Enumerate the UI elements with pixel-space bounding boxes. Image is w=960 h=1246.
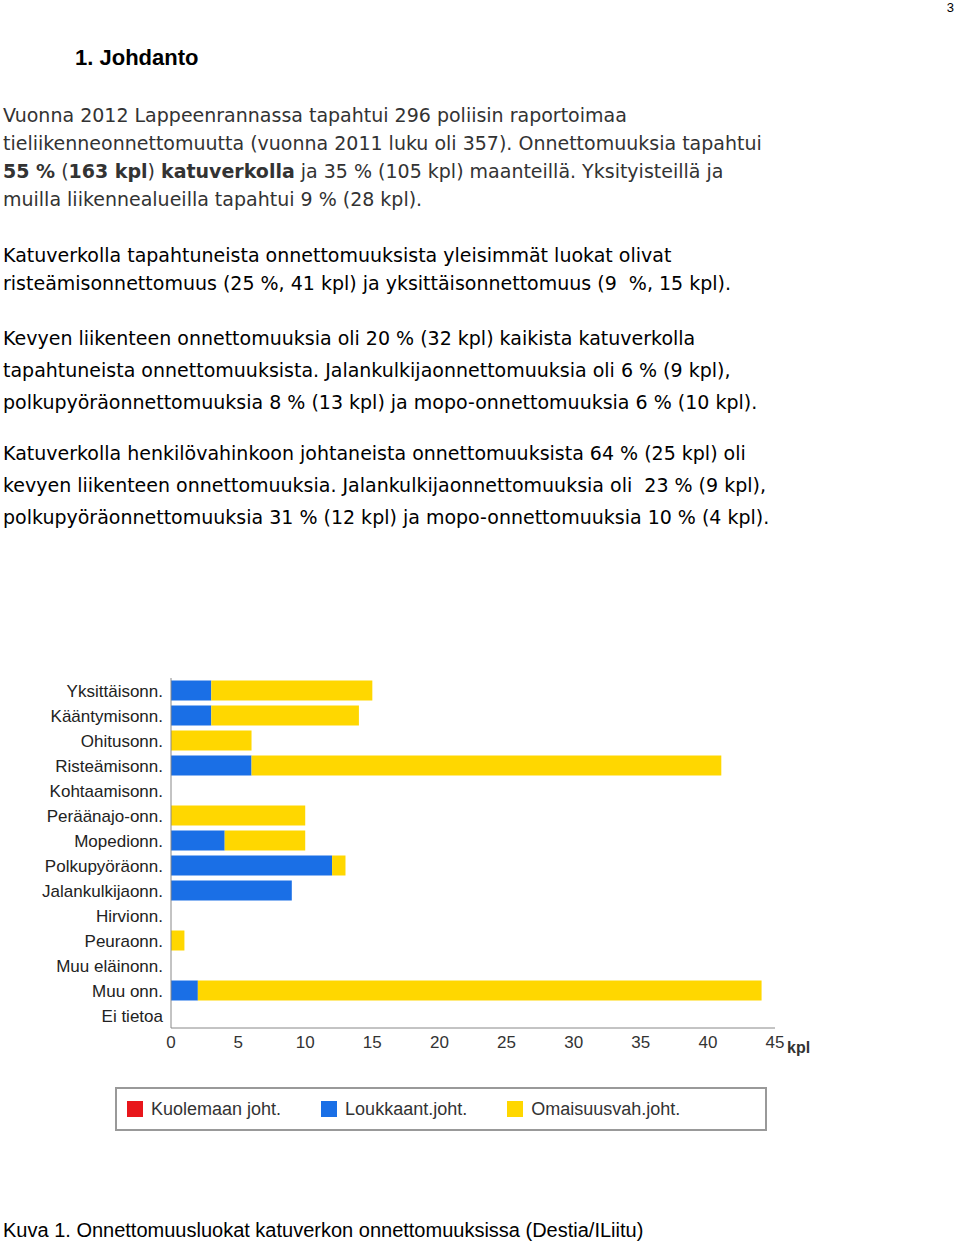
svg-text:0: 0 — [166, 1033, 175, 1052]
html-text:polkupyöräonnettomuuksia 31 %: polkupyöräonnettomuuksia 31 % (12 kpl) j… — [3, 506, 770, 528]
svg-text:Mopedionn.: Mopedionn. — [74, 832, 163, 851]
svg-text:5: 5 — [233, 1033, 242, 1052]
svg-text:20: 20 — [430, 1033, 449, 1052]
svg-text:25: 25 — [497, 1033, 516, 1052]
html-text:Kuolemaan joht.: Kuolemaan joht. — [151, 1098, 282, 1119]
svg-text:30: 30 — [564, 1033, 583, 1052]
svg-text:Hirvionn.: Hirvionn. — [96, 907, 163, 926]
svg-text:Polkupyöräonn.: Polkupyöräonn. — [45, 857, 163, 876]
html-text:risteämisonnettomuus (25 %, 41: risteämisonnettomuus (25 %, 41 kpl) ja y… — [3, 272, 731, 294]
svg-text:Risteämisonn.: Risteämisonn. — [55, 757, 163, 776]
svg-text:Kääntymisonn.: Kääntymisonn. — [51, 707, 163, 726]
html-text:55 % (163 kpl) katuverkolla ja: 55 % (163 kpl) katuverkolla ja 35 % (105… — [3, 160, 724, 182]
svg-text:35: 35 — [631, 1033, 650, 1052]
svg-text:Ei tietoa: Ei tietoa — [102, 1007, 164, 1026]
svg-text:10: 10 — [296, 1033, 315, 1052]
svg-text:Peräänajo-onn.: Peräänajo-onn. — [47, 807, 163, 826]
svg-text:Jalankulkijaonn.: Jalankulkijaonn. — [42, 882, 163, 901]
html-text:Vuonna 2012 Lappeenrannassa ta: Vuonna 2012 Lappeenrannassa tapahtui 296… — [3, 104, 627, 126]
html-text:tapahtuneista onnettomuuksista: tapahtuneista onnettomuuksista. Jalankul… — [3, 359, 731, 381]
svg-text:15: 15 — [363, 1033, 382, 1052]
html-text:Katuverkolla henkilövahinkoon: Katuverkolla henkilövahinkoon johtaneist… — [3, 442, 746, 464]
svg-text:kpl: kpl — [787, 1039, 810, 1056]
html-text:tieliikenneonnettomuutta (vuon: tieliikenneonnettomuutta (vuonna 2011 lu… — [3, 132, 762, 154]
html-text:kevyen liikenteen onnettomuuks: kevyen liikenteen onnettomuuksia. Jalank… — [3, 474, 766, 496]
svg-text:Ohitusonn.: Ohitusonn. — [81, 732, 163, 751]
html-text:Omaisuusvah.joht.: Omaisuusvah.joht. — [531, 1098, 681, 1119]
html-text:polkupyöräonnettomuuksia 8 % (: polkupyöräonnettomuuksia 8 % (13 kpl) ja… — [3, 391, 758, 413]
html-text:Kevyen liikenteen onnettomuuks: Kevyen liikenteen onnettomuuksia oli 20 … — [3, 327, 696, 349]
svg-text:Muu eläinonn.: Muu eläinonn. — [56, 957, 163, 976]
svg-text:Yksittäisonn.: Yksittäisonn. — [67, 682, 163, 701]
html-text:1. Johdanto: 1. Johdanto — [75, 45, 199, 70]
svg-text:Peuraonn.: Peuraonn. — [85, 932, 163, 951]
html-text:muilla liikennealueilla tapaht: muilla liikennealueilla tapahtui 9 % (28… — [3, 188, 423, 210]
svg-text:Muu onn.: Muu onn. — [92, 982, 163, 1001]
svg-text:Kohtaamisonn.: Kohtaamisonn. — [50, 782, 163, 801]
html-text:Kuva 1. Onnettomuusluokat katu: Kuva 1. Onnettomuusluokat katuverkon onn… — [3, 1219, 644, 1241]
html-text:3: 3 — [946, 0, 954, 15]
html-text:Katuverkolla tapahtuneista onn: Katuverkolla tapahtuneista onnettomuuksi… — [3, 244, 672, 266]
svg-text:40: 40 — [698, 1033, 717, 1052]
html-text:Loukkaant.joht.: Loukkaant.joht. — [345, 1098, 468, 1119]
svg-text:45: 45 — [766, 1033, 785, 1052]
